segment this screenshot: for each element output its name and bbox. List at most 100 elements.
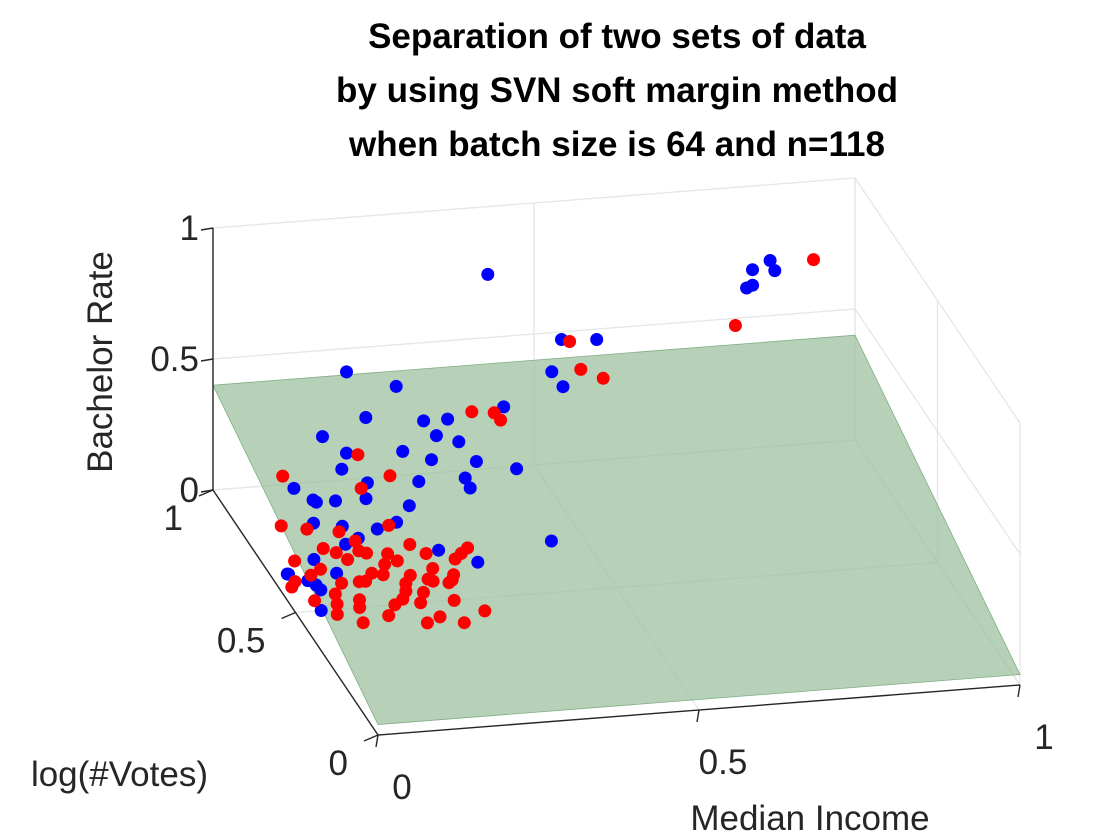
x-tick-mark	[375, 734, 379, 748]
red-point	[419, 547, 433, 560]
red-point	[478, 604, 492, 618]
data-points	[274, 253, 820, 630]
grid-line	[854, 177, 1021, 424]
blue-point	[497, 400, 511, 414]
blue-point	[463, 481, 477, 495]
blue-point	[396, 444, 410, 458]
y-tick-label: 1	[164, 499, 183, 538]
blue-point	[417, 414, 431, 428]
red-point	[421, 572, 435, 586]
red-point	[445, 573, 459, 587]
red-point	[420, 616, 434, 630]
red-point	[329, 546, 343, 560]
red-point	[353, 601, 367, 614]
red-point	[728, 319, 742, 332]
blue-point	[544, 534, 558, 548]
blue-point	[510, 462, 524, 476]
red-point	[300, 522, 314, 536]
blue-point	[309, 495, 323, 509]
blue-point	[340, 446, 353, 460]
blue-point	[429, 429, 443, 443]
red-point	[563, 335, 577, 348]
z-tick-label: 0.5	[150, 340, 199, 379]
blue-point	[590, 333, 604, 346]
blue-point	[763, 254, 777, 267]
blue-point	[370, 522, 384, 536]
blue-point	[458, 471, 472, 485]
x-tick-label: 0.5	[699, 743, 748, 782]
red-point	[596, 371, 610, 385]
blue-point	[471, 555, 485, 569]
blue-point	[768, 264, 782, 278]
red-point	[348, 534, 362, 548]
red-point	[414, 596, 428, 610]
red-point	[335, 576, 349, 590]
grid-line	[212, 177, 856, 229]
axes	[198, 227, 1021, 748]
blue-point	[329, 494, 342, 508]
red-point	[383, 469, 397, 483]
red-point	[465, 405, 479, 419]
blue-point	[556, 380, 570, 394]
blue-point	[335, 462, 349, 476]
red-point	[314, 562, 327, 576]
x-tick-mark	[696, 709, 700, 723]
red-point	[316, 542, 330, 555]
red-point	[433, 610, 447, 624]
blue-point	[359, 492, 373, 506]
chart-title-line-3: when batch size is 64 and n=118	[348, 125, 885, 164]
red-point	[378, 557, 392, 571]
blue-point	[316, 430, 329, 444]
z-tick-mark	[200, 489, 214, 493]
blue-point	[340, 365, 353, 379]
blue-point	[359, 411, 373, 424]
y-tick-label: 0.5	[217, 622, 266, 661]
decision-surface	[212, 334, 1021, 725]
red-point	[382, 518, 396, 532]
red-point	[426, 562, 440, 575]
red-point	[448, 552, 462, 566]
svm-plane	[212, 334, 1021, 725]
red-point	[447, 593, 461, 607]
blue-point	[412, 475, 426, 488]
blue-point	[746, 263, 759, 277]
z-tick-mark	[200, 358, 214, 362]
blue-point	[425, 453, 438, 467]
red-point	[308, 594, 322, 608]
red-point	[461, 541, 475, 555]
blue-point	[402, 499, 416, 513]
red-point	[388, 598, 402, 612]
blue-point	[287, 481, 301, 495]
grid-line	[212, 308, 856, 360]
z-tick-label: 1	[180, 209, 199, 248]
red-point	[382, 609, 396, 623]
z-tick-mark	[200, 227, 214, 231]
red-point	[381, 547, 395, 561]
red-point	[574, 362, 588, 376]
red-point	[494, 413, 508, 427]
z-tick-label: 0	[180, 471, 199, 510]
red-point	[390, 554, 404, 568]
blue-point	[389, 379, 403, 393]
red-point	[304, 568, 318, 582]
red-point	[332, 525, 346, 539]
blue-point	[481, 267, 495, 281]
chart-title-line-1: Separation of two sets of data	[368, 17, 866, 56]
blue-point	[545, 365, 559, 379]
red-point	[457, 616, 471, 630]
red-point	[330, 597, 344, 611]
x-tick-label: 1	[1034, 718, 1053, 757]
y-axis-label: log(#Votes)	[31, 755, 208, 794]
red-point	[403, 538, 417, 551]
blue-point	[432, 543, 446, 557]
x-axis-label: Median Income	[690, 799, 929, 838]
blue-point	[746, 278, 760, 292]
red-point	[341, 553, 355, 566]
blue-point	[441, 412, 455, 426]
x-tick-label: 0	[392, 768, 411, 807]
red-point	[352, 575, 366, 589]
red-point	[376, 568, 390, 582]
red-point	[354, 481, 368, 495]
